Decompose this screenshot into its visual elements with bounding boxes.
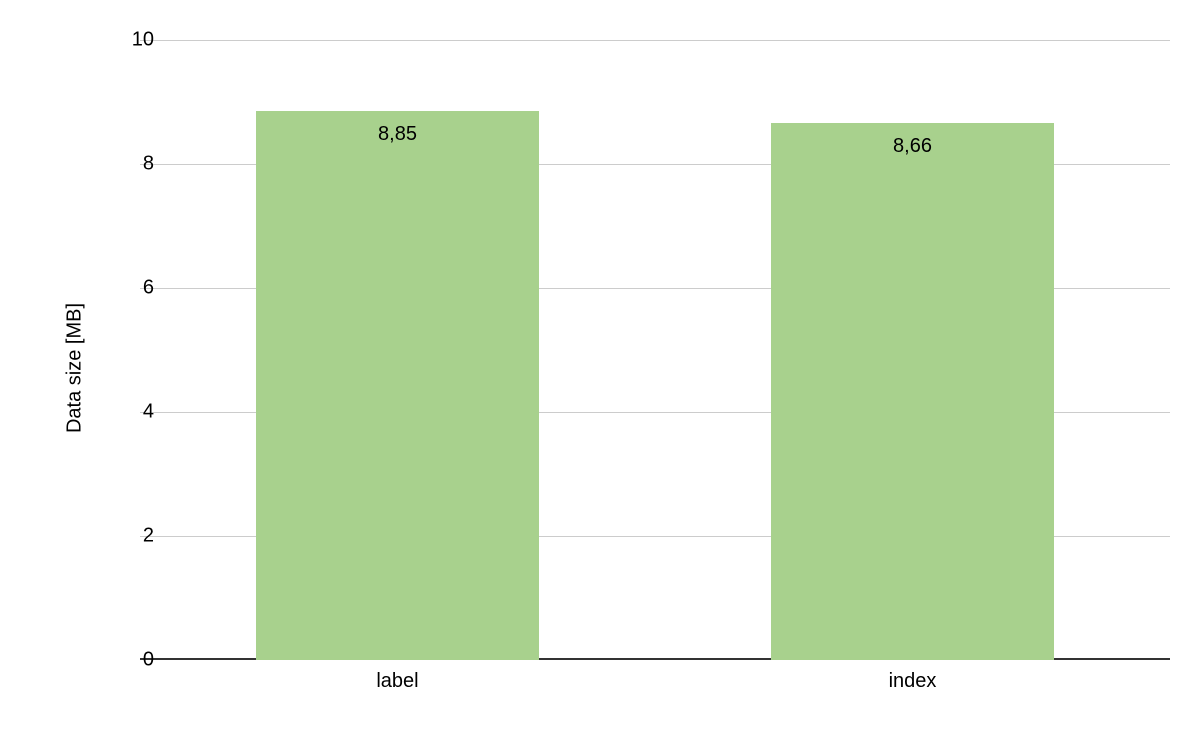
y-tick-label: 6 xyxy=(114,277,154,300)
grid-line xyxy=(140,40,1170,41)
bar-label: 8,85 xyxy=(256,111,539,660)
y-axis-label: Data size [MB] xyxy=(64,303,87,433)
y-tick-label: 8 xyxy=(114,153,154,176)
y-tick-label: 0 xyxy=(114,649,154,672)
bar-value-label: 8,85 xyxy=(256,123,539,146)
x-tick-label: label xyxy=(376,670,418,693)
x-tick-label: index xyxy=(889,670,937,693)
y-tick-label: 10 xyxy=(114,29,154,52)
chart-container: Data size [MB] 8,85label8,66index 024681… xyxy=(0,0,1194,736)
y-tick-label: 2 xyxy=(114,525,154,548)
plot-area: 8,85label8,66index xyxy=(140,40,1170,660)
y-tick-label: 4 xyxy=(114,401,154,424)
bar-index: 8,66 xyxy=(771,123,1054,660)
bar-value-label: 8,66 xyxy=(771,135,1054,158)
